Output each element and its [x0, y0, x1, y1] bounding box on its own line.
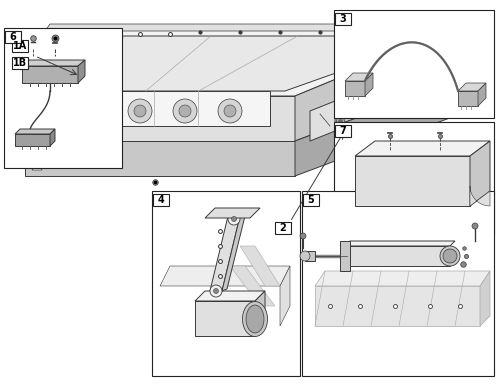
Bar [12, 40, 28, 52]
Polygon shape [345, 73, 373, 81]
Circle shape [300, 233, 306, 239]
Text: 1A: 1A [13, 41, 27, 51]
Polygon shape [478, 83, 486, 106]
Polygon shape [355, 141, 490, 156]
Bar [335, 13, 351, 25]
Text: 4: 4 [158, 195, 164, 205]
Polygon shape [25, 96, 295, 141]
Text: 6: 6 [10, 32, 16, 42]
Polygon shape [160, 266, 290, 286]
Circle shape [300, 251, 310, 261]
Polygon shape [345, 246, 450, 266]
Polygon shape [355, 156, 470, 206]
Polygon shape [15, 134, 50, 146]
Bar [302, 191, 494, 376]
Circle shape [224, 105, 236, 117]
Circle shape [134, 105, 146, 117]
Polygon shape [480, 271, 490, 326]
Polygon shape [458, 83, 486, 91]
Polygon shape [205, 208, 260, 218]
Polygon shape [240, 246, 280, 286]
Text: 5: 5 [308, 195, 314, 205]
Bar [5, 31, 21, 43]
Polygon shape [345, 241, 455, 246]
Text: 3: 3 [340, 14, 346, 24]
Circle shape [89, 105, 101, 117]
Circle shape [218, 99, 242, 123]
Polygon shape [365, 73, 373, 96]
Bar [345, 81, 365, 96]
Polygon shape [22, 66, 78, 83]
Polygon shape [195, 291, 265, 301]
Polygon shape [78, 60, 85, 83]
Polygon shape [295, 81, 455, 176]
Ellipse shape [440, 246, 460, 266]
Circle shape [232, 217, 236, 222]
Polygon shape [280, 266, 290, 326]
Circle shape [128, 99, 152, 123]
Polygon shape [340, 241, 350, 271]
Polygon shape [70, 91, 270, 126]
Text: 7: 7 [340, 126, 346, 136]
Bar [303, 194, 319, 206]
Polygon shape [25, 141, 295, 176]
Polygon shape [295, 30, 455, 141]
Circle shape [210, 285, 222, 297]
Ellipse shape [242, 301, 268, 337]
Circle shape [173, 99, 197, 123]
Ellipse shape [443, 249, 457, 263]
Polygon shape [315, 286, 480, 326]
Polygon shape [210, 216, 240, 291]
Text: 1B: 1B [13, 58, 27, 68]
Bar [4, 28, 122, 168]
Bar [12, 57, 28, 69]
Ellipse shape [246, 305, 264, 333]
Circle shape [472, 223, 478, 229]
Bar [275, 222, 291, 234]
Circle shape [228, 213, 240, 225]
Text: 2: 2 [280, 223, 286, 233]
Polygon shape [25, 30, 455, 96]
Polygon shape [195, 301, 255, 336]
Polygon shape [45, 36, 440, 91]
Polygon shape [25, 96, 100, 141]
Polygon shape [32, 162, 42, 170]
Bar [458, 91, 478, 106]
Bar [334, 122, 494, 234]
Polygon shape [470, 186, 490, 206]
Polygon shape [22, 60, 85, 66]
Polygon shape [45, 24, 455, 31]
Circle shape [179, 105, 191, 117]
Polygon shape [15, 129, 55, 134]
Circle shape [83, 99, 107, 123]
Bar [153, 194, 169, 206]
Polygon shape [305, 251, 315, 261]
Polygon shape [50, 129, 55, 146]
Polygon shape [230, 266, 275, 306]
Text: ▲: ▲ [53, 160, 57, 165]
Polygon shape [255, 291, 265, 336]
Polygon shape [470, 141, 490, 206]
Polygon shape [440, 24, 455, 71]
Polygon shape [315, 271, 490, 286]
Polygon shape [222, 216, 245, 291]
Polygon shape [48, 156, 62, 166]
Bar [335, 125, 351, 137]
Polygon shape [25, 91, 45, 141]
Bar [334, 10, 494, 118]
Polygon shape [310, 101, 335, 141]
Circle shape [214, 288, 218, 293]
Bar [152, 191, 300, 376]
